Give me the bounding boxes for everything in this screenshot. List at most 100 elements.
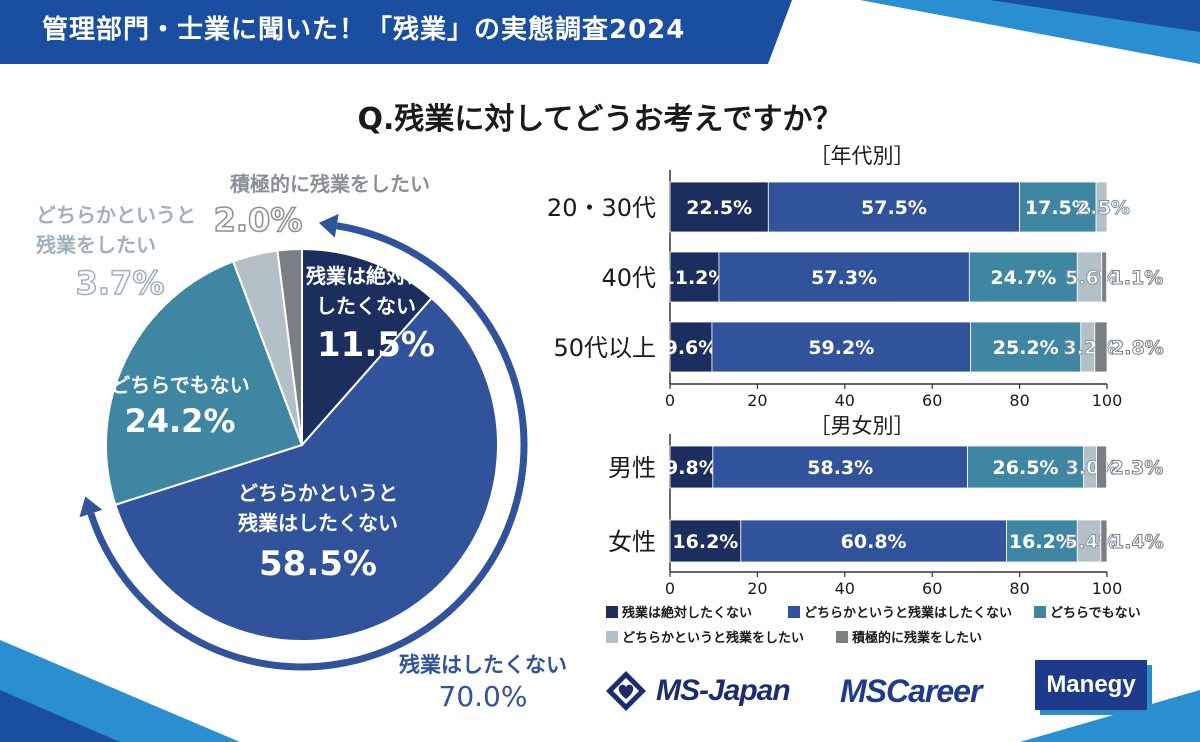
msjapan-logo: MS-Japan bbox=[604, 668, 791, 714]
legend-label-3: どちらかというと残業をしたい bbox=[622, 630, 804, 646]
gender-tick-label-4: 80 bbox=[1009, 579, 1029, 598]
gender-label-0-0: 9.8% bbox=[665, 457, 718, 479]
msjapan-emblem-icon bbox=[606, 671, 646, 711]
summary-arrow-head-top bbox=[318, 213, 339, 238]
age-category-1: 40代 bbox=[601, 264, 656, 292]
gender-category-0: 男性 bbox=[608, 454, 656, 482]
age-label-1-4: 1.1% bbox=[1111, 267, 1164, 289]
age-tick-label-4: 80 bbox=[1009, 391, 1029, 410]
banner-title: 管理部門・士業に聞いた！「残業」の実態調査2024 bbox=[42, 15, 686, 45]
age-label-0-3: 2.5% bbox=[1077, 197, 1130, 219]
pie-slice-2 bbox=[114, 296, 499, 642]
age-label-2-0: 9.6% bbox=[665, 337, 718, 359]
pie-value-3: 24.2% bbox=[124, 402, 235, 440]
pie-slice-3 bbox=[105, 260, 304, 507]
age-label-1-1: 57.3% bbox=[811, 267, 877, 289]
banner-accent-right-dark bbox=[990, 0, 1200, 32]
pie-label-1-line-1: 残業は絶対に bbox=[306, 264, 426, 288]
legend-swatch-2 bbox=[1034, 606, 1046, 618]
legend-label-0: 残業は絶対したくない bbox=[622, 605, 752, 621]
age-title: ［年代別］ bbox=[810, 144, 915, 168]
pie-label-2-line-1: どちらかというと bbox=[238, 481, 398, 505]
age-category-2: 50代以上 bbox=[553, 334, 656, 362]
pie-label-4-line-2: 残業をしたい bbox=[36, 233, 156, 257]
age-label-2-2: 25.2% bbox=[993, 337, 1059, 359]
gender-label-1-0: 16.2% bbox=[672, 531, 738, 553]
summary-value: 70.0% bbox=[439, 680, 528, 713]
gender-label-1-3: 5.4% bbox=[1065, 531, 1118, 553]
gender-category-1: 女性 bbox=[608, 528, 656, 556]
gender-tick-label-5: 100 bbox=[1092, 579, 1123, 598]
mscareer-logo: MSCareer bbox=[840, 673, 982, 709]
gender-bar-0-1 bbox=[712, 445, 968, 489]
gender-tick-label-2: 40 bbox=[835, 579, 855, 598]
pie-slice-1 bbox=[301, 247, 434, 448]
age-bar-0-2 bbox=[1019, 181, 1097, 233]
legend-swatch-4 bbox=[836, 631, 848, 643]
legend-label-4: 積極的に残業をしたい bbox=[851, 630, 982, 646]
pie-value-4: 3.7% bbox=[76, 264, 165, 302]
age-label-0-1: 57.5% bbox=[861, 197, 927, 219]
age-bar-1-2 bbox=[968, 251, 1078, 303]
age-category-0: 20・30代 bbox=[547, 194, 656, 222]
age-bar-1-4 bbox=[1101, 251, 1107, 303]
gender-label-0-1: 58.3% bbox=[807, 457, 873, 479]
gender-tick-label-1: 20 bbox=[747, 579, 767, 598]
gender-label-1-1: 60.8% bbox=[841, 531, 907, 553]
age-tick-label-5: 100 bbox=[1092, 391, 1123, 410]
summary-arc bbox=[87, 222, 528, 671]
pie-label-5: 積極的に残業をしたい bbox=[230, 172, 430, 196]
age-tick-label-3: 60 bbox=[922, 391, 942, 410]
age-tick-label-2: 40 bbox=[835, 391, 855, 410]
gender-bar-0-4 bbox=[1096, 445, 1107, 489]
age-bar-0-1 bbox=[767, 181, 1021, 233]
footer-accent-right bbox=[1020, 690, 1200, 742]
legend-label-2: どちらでもない bbox=[1050, 606, 1141, 621]
age-bar-0-3 bbox=[1095, 181, 1108, 233]
summary-arrow-head-bottom bbox=[79, 496, 103, 518]
gender-tick-label-3: 60 bbox=[922, 579, 942, 598]
age-tick-label-0: 0 bbox=[665, 391, 675, 410]
age-label-1-0: 11.2% bbox=[662, 267, 728, 289]
age-label-2-4: 2.8% bbox=[1111, 337, 1164, 359]
question-title: Q.残業に対してどうお考えですか？ bbox=[357, 102, 843, 137]
legend-swatch-3 bbox=[606, 631, 618, 643]
gender-tick-label-0: 0 bbox=[665, 579, 675, 598]
gender-bar-1-4 bbox=[1100, 519, 1108, 563]
pie-value-1: 11.5% bbox=[317, 325, 435, 365]
gender-label-1-2: 16.2% bbox=[1009, 531, 1075, 553]
age-label-2-1: 59.2% bbox=[808, 337, 874, 359]
age-bar-0-0 bbox=[669, 181, 769, 233]
manegy-logo: Manegy bbox=[1035, 660, 1147, 710]
pie-slice-5 bbox=[276, 247, 303, 446]
banner-shape bbox=[0, 0, 792, 64]
legend-swatch-0 bbox=[606, 606, 618, 618]
msjapan-logo-text: MS-Japan bbox=[656, 674, 791, 707]
age-bar-2-2 bbox=[970, 321, 1082, 373]
summary-label: 残業はしたくない bbox=[399, 653, 567, 677]
gender-title: ［男女別］ bbox=[810, 414, 915, 438]
pie-label-3: どちらでもない bbox=[110, 373, 249, 397]
pie-label-1-line-2: したくない bbox=[316, 294, 416, 318]
age-label-0-0: 22.5% bbox=[686, 197, 752, 219]
gender-bar-1-2 bbox=[1006, 519, 1078, 563]
legend-swatch-1 bbox=[788, 606, 800, 618]
gender-label-0-2: 26.5% bbox=[993, 457, 1059, 479]
pie-label-4-line-1: どちらかというと bbox=[36, 203, 196, 227]
age-label-2-3: 3.2% bbox=[1063, 337, 1116, 359]
footer-accent-left-dark bbox=[0, 690, 120, 742]
pie-value-2: 58.5% bbox=[259, 544, 377, 584]
age-label-1-2: 24.7% bbox=[990, 267, 1056, 289]
gender-bar-1-0 bbox=[669, 519, 742, 563]
gender-label-1-4: 1.4% bbox=[1111, 531, 1164, 553]
legend-label-1: どちらかというと残業はしたくない bbox=[804, 605, 1012, 621]
age-bar-2-4 bbox=[1094, 321, 1108, 373]
age-tick-label-1: 20 bbox=[747, 391, 767, 410]
age-bar-1-0 bbox=[669, 251, 720, 303]
age-bar-2-1 bbox=[711, 321, 972, 373]
pie-value-5: 2.0% bbox=[214, 201, 303, 239]
gender-label-0-4: 2.3% bbox=[1111, 457, 1164, 479]
pie-label-2-line-2: 残業はしたくない bbox=[238, 511, 398, 535]
